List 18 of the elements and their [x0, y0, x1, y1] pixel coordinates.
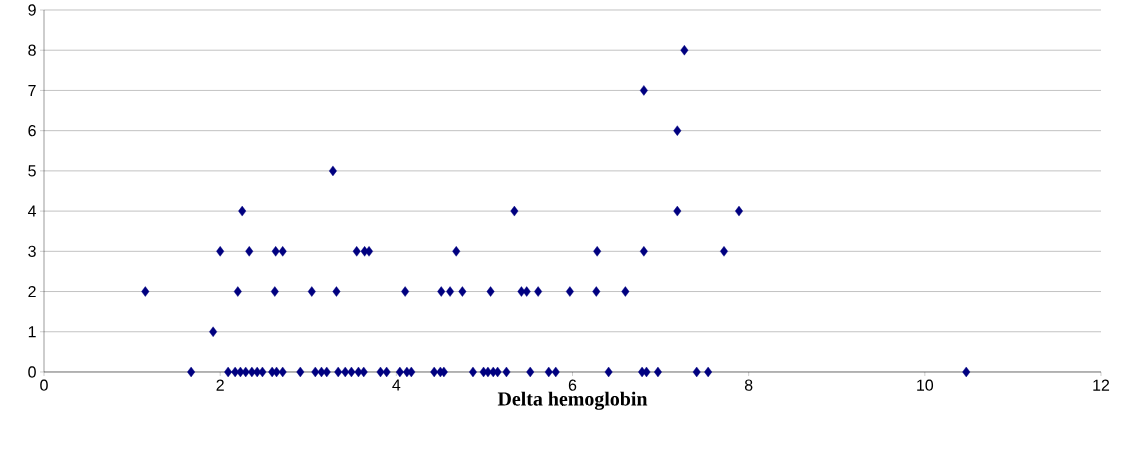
x-tick-label: 4	[392, 379, 401, 391]
y-tick-label: 0	[28, 366, 36, 378]
y-tick-label: 6	[28, 125, 36, 137]
y-tick-label: 1	[28, 326, 36, 338]
x-axis-title: Delta hemoglobin	[497, 391, 648, 410]
y-tick-label: 3	[28, 245, 36, 257]
x-tick-label: 6	[568, 379, 577, 391]
x-tick-label: 0	[40, 379, 48, 391]
y-tick-label: 5	[28, 165, 36, 177]
y-tick-label: 7	[28, 84, 36, 96]
x-tick-label: 12	[1093, 379, 1110, 391]
x-tick-label: 10	[917, 379, 934, 391]
y-tick-label: 4	[27, 205, 37, 217]
y-tick-label: 2	[28, 285, 36, 298]
x-tick-label: 8	[744, 379, 753, 391]
y-tick-label: 9	[28, 4, 36, 16]
y-tick-label: 8	[28, 44, 36, 56]
x-tick-label: 2	[216, 379, 224, 391]
